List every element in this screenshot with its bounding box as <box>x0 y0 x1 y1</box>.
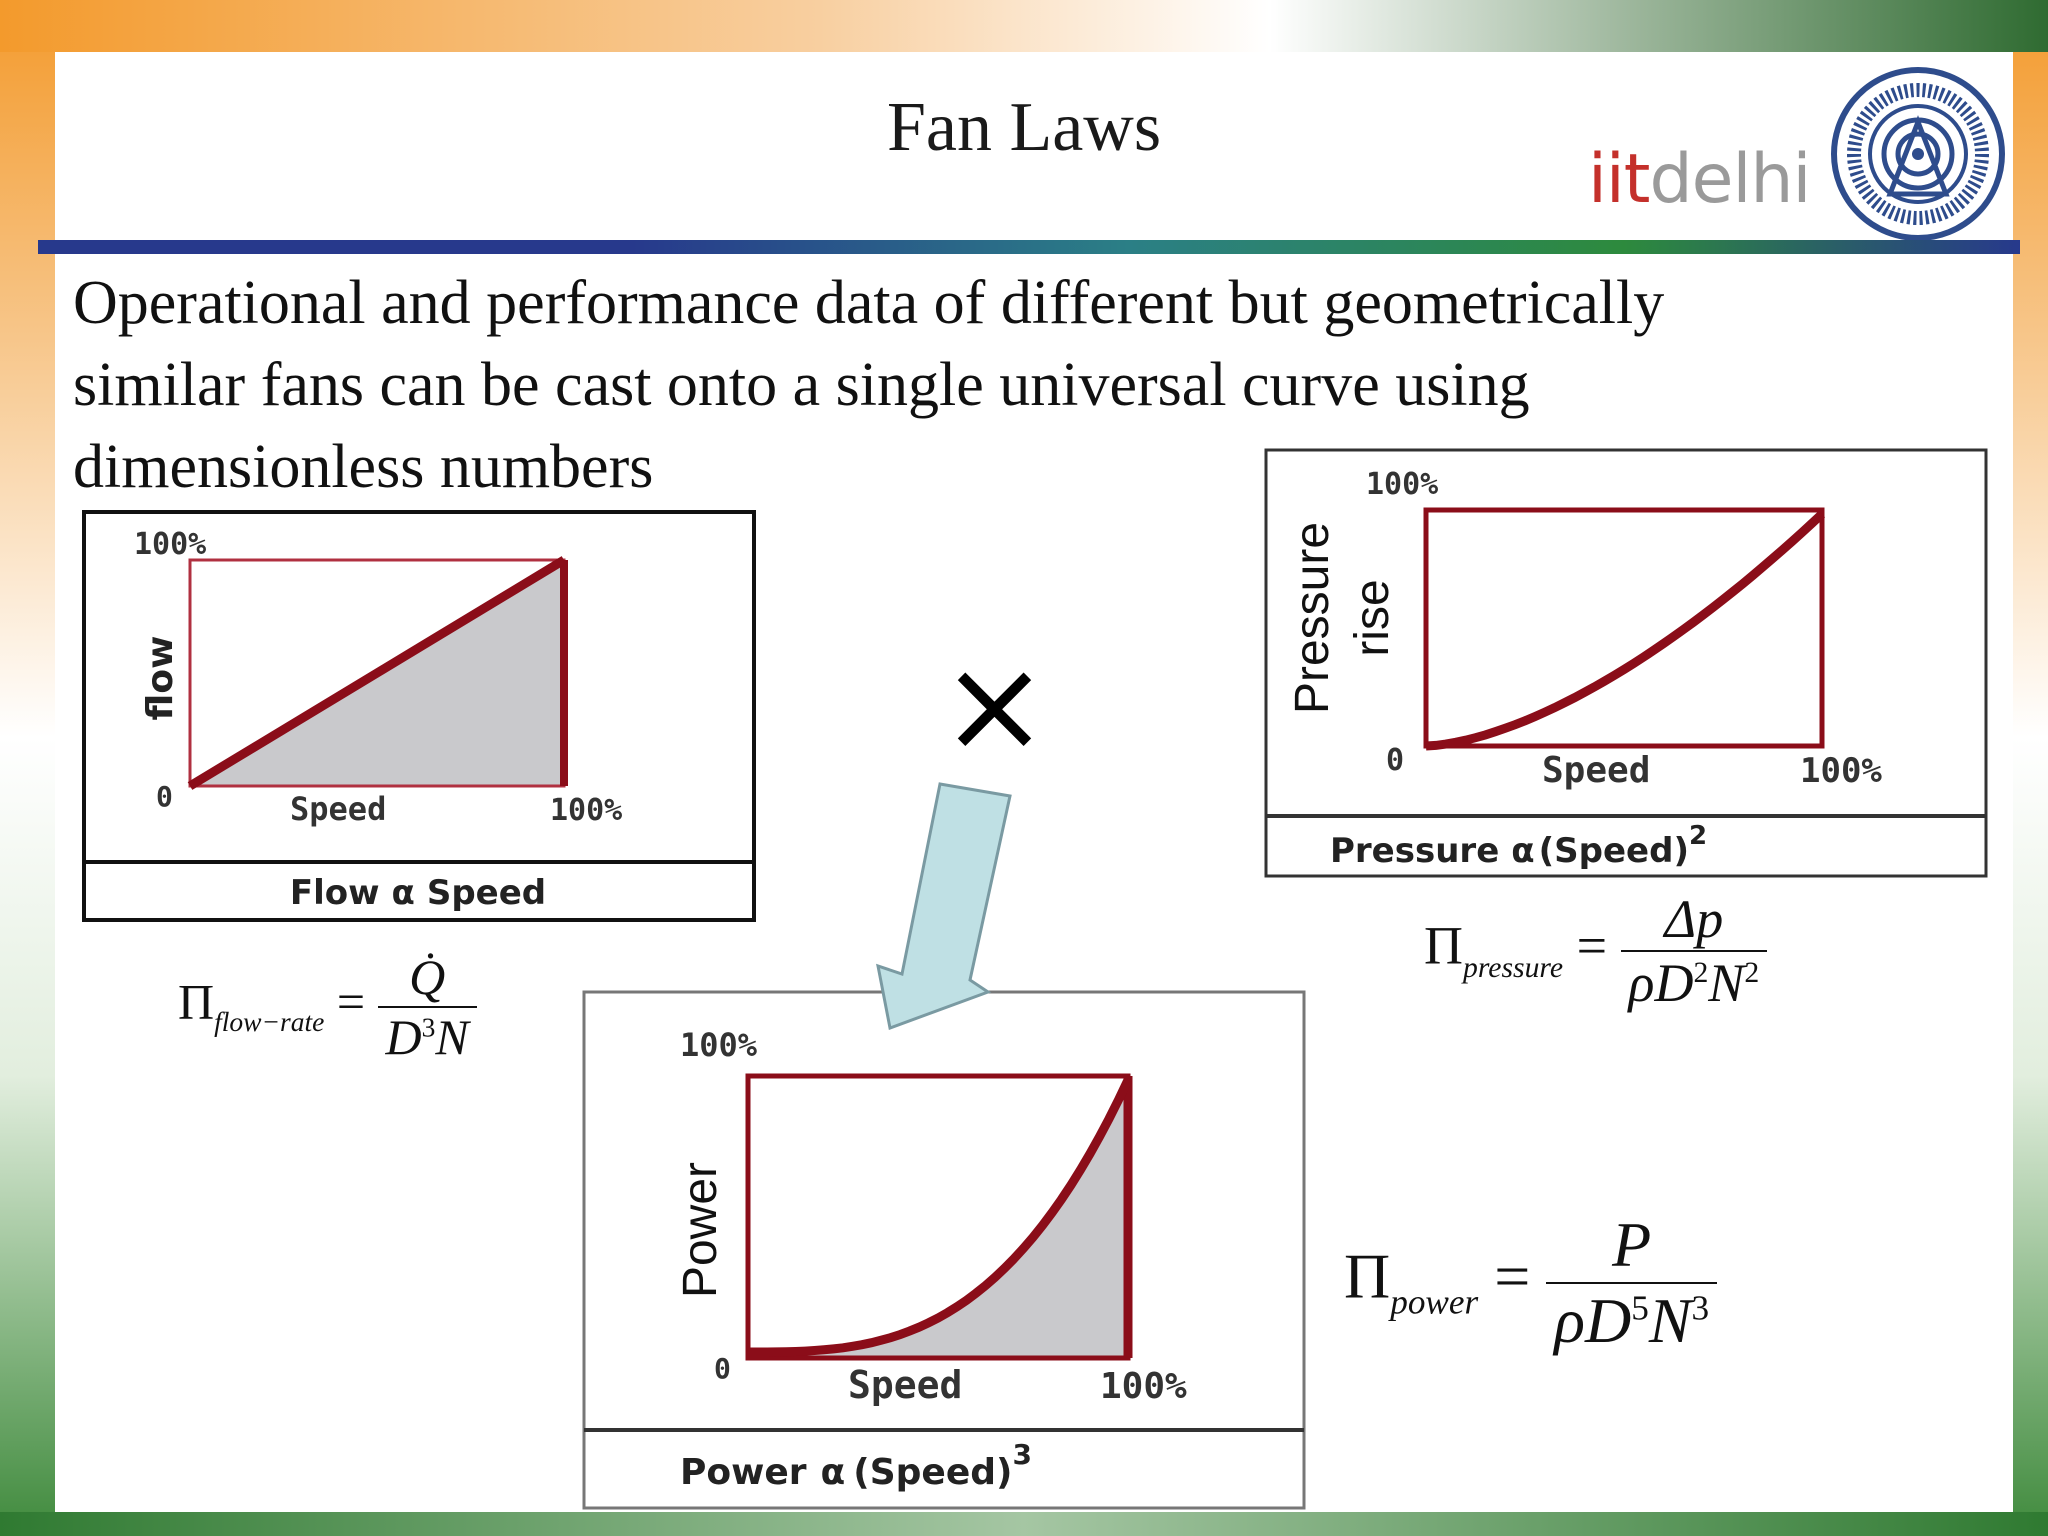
intro-text: Operational and performance data of diff… <box>73 262 1873 508</box>
top-gradient-band <box>0 0 2048 52</box>
pressure-numerator: Δp <box>1620 888 1768 952</box>
power-x-max-label: 100% <box>1100 1366 1187 1407</box>
slide-title: Fan Laws <box>886 89 1162 166</box>
flow-rate-formula: Πflow−rate = Q̇ D3N <box>178 948 477 1066</box>
pressure-x-max-label: 100% <box>1800 751 1882 791</box>
flow-origin-label: 0 <box>156 780 173 813</box>
power-fraction: P ρD5N3 <box>1546 1208 1718 1358</box>
intro-line-3: dimensionless numbers <box>73 433 654 501</box>
pressure-denominator: ρD2N2 <box>1628 953 1760 1013</box>
power-caption: Power α (Speed)3 <box>680 1438 1032 1493</box>
pressure-y-max-label: 100% <box>1366 467 1438 502</box>
flow-x-axis-label: Speed <box>290 790 386 828</box>
logo-delhi: delhi <box>1649 140 1811 219</box>
power-pi-symbol: Π <box>1344 1240 1391 1312</box>
flow-rate-denominator: D3N <box>385 1009 469 1065</box>
pressure-origin-label: 0 <box>1386 743 1404 778</box>
down-arrow-icon <box>876 782 1012 1031</box>
pressure-curve <box>1425 510 1826 751</box>
flow-x-max-label: 100% <box>550 793 622 828</box>
power-y-max-label: 100% <box>680 1026 758 1064</box>
intro-line-1: Operational and performance data of diff… <box>73 269 1665 337</box>
flow-speed-chart: 100% 0 Speed 100% flow Flow α Speed <box>82 510 756 922</box>
pressure-equals: = <box>1576 915 1608 976</box>
pressure-pi-symbol: Π <box>1424 915 1463 976</box>
iitdelhi-logo-text: iitdelhi <box>1588 140 1811 219</box>
intro-line-2: similar fans can be cast onto a single u… <box>73 351 1530 419</box>
pressure-subscript: pressure <box>1463 951 1564 984</box>
multiply-sign: × <box>940 629 1049 781</box>
pressure-y-axis-label-line1: Pressure <box>1286 522 1339 714</box>
pressure-formula: Πpressure = Δp ρD2N2 <box>1424 888 1768 1014</box>
power-denominator: ρD5N3 <box>1554 1285 1710 1356</box>
power-equals: = <box>1494 1240 1531 1312</box>
power-subscript: power <box>1390 1282 1479 1322</box>
bottom-gradient-band <box>0 1512 2048 1536</box>
pressure-fraction: Δp ρD2N2 <box>1620 888 1768 1014</box>
power-formula: Πpower = P ρD5N3 <box>1344 1208 1718 1358</box>
pressure-x-axis-label: Speed <box>1542 750 1650 791</box>
pressure-caption: Pressure α (Speed)2 <box>1330 821 1707 871</box>
power-numerator: P <box>1546 1208 1718 1284</box>
pressure-y-axis-label-line2: rise <box>1346 579 1399 656</box>
flow-curve <box>187 556 567 790</box>
flow-y-max-label: 100% <box>134 527 206 562</box>
power-y-axis-label: Power <box>674 1162 727 1298</box>
power-speed-chart: 100% 0 Speed 100% Power Power α (Speed)3 <box>582 990 1306 1510</box>
iit-delhi-seal-icon <box>1831 67 2005 241</box>
flow-rate-subscript: flow−rate <box>214 1005 325 1037</box>
flow-rate-numerator: Q̇ <box>377 948 477 1008</box>
logo-iit: iit <box>1588 140 1650 219</box>
power-x-axis-label: Speed <box>848 1363 962 1407</box>
title-divider <box>38 240 2020 254</box>
power-origin-label: 0 <box>714 1352 731 1385</box>
flow-caption: Flow α Speed <box>290 873 546 913</box>
flow-rate-equals: = <box>336 973 366 1030</box>
flow-rate-pi-symbol: Π <box>178 973 215 1030</box>
power-area-fill <box>748 1080 1128 1358</box>
pressure-speed-chart: 100% 0 Speed 100% Pressure rise Pressure… <box>1264 448 1988 878</box>
power-curve <box>748 1078 1133 1357</box>
pressure-plot-frame <box>1423 507 1825 749</box>
flow-rate-fraction: Q̇ D3N <box>377 948 477 1066</box>
flow-y-axis-label: flow <box>140 636 181 721</box>
